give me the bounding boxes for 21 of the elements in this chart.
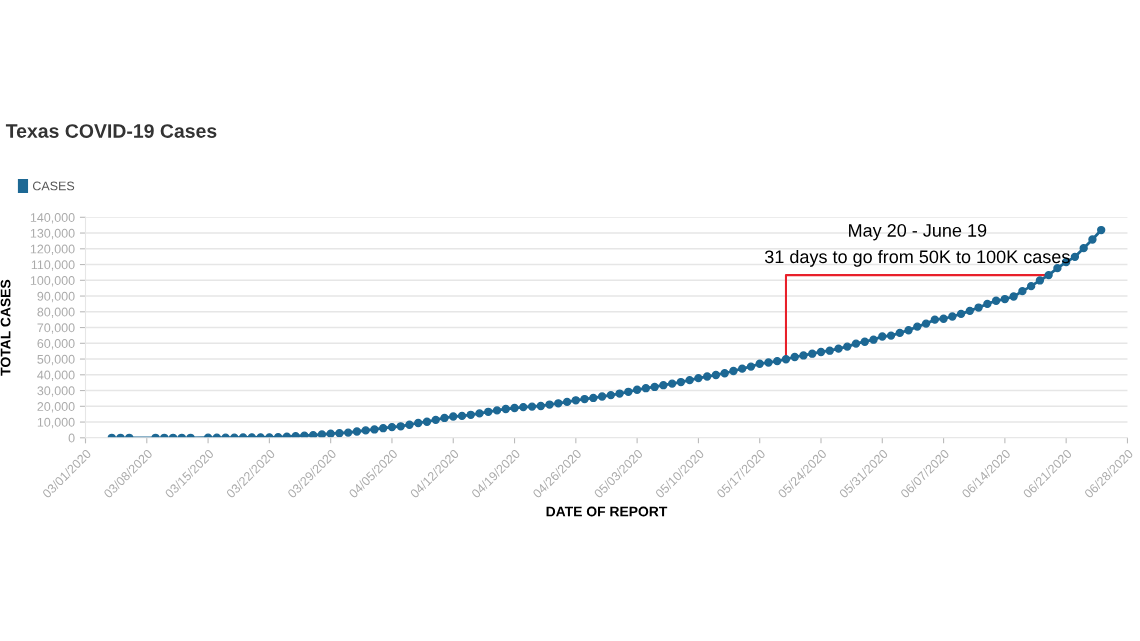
chart-title: Texas COVID-19 Cases [5, 124, 217, 138]
x-axis-title: DATE OF REPORT [546, 506, 668, 517]
annotation: 31 days to go from 50K to 100K cases [764, 249, 1070, 267]
y-tick-label: 110,000 [31, 260, 75, 271]
legend-label: CASES [32, 181, 75, 191]
y-tick-label: 0 [68, 433, 75, 443]
y-axis-title: TOTAL CASES [0, 279, 11, 376]
y-tick-label: 100,000 [30, 276, 75, 287]
y-tick-label: 90,000 [37, 291, 75, 303]
annotation: May 20 - June 19 [849, 224, 987, 241]
y-tick-label: 30,000 [37, 386, 75, 397]
y-tick-label: 60,000 [37, 339, 75, 350]
y-tick-label: 50,000 [37, 354, 75, 366]
y-tick-label: 80,000 [37, 307, 75, 318]
y-tick-label: 70,000 [37, 323, 75, 334]
y-tick-label: 40,000 [37, 370, 75, 381]
y-tick-label: 120,000 [30, 244, 75, 255]
y-tick-label: 20,000 [37, 402, 75, 413]
y-tick-label: 130,000 [30, 228, 75, 240]
y-tick-label: 10,000 [37, 417, 75, 429]
y-tick-label: 140,000 [30, 213, 75, 224]
